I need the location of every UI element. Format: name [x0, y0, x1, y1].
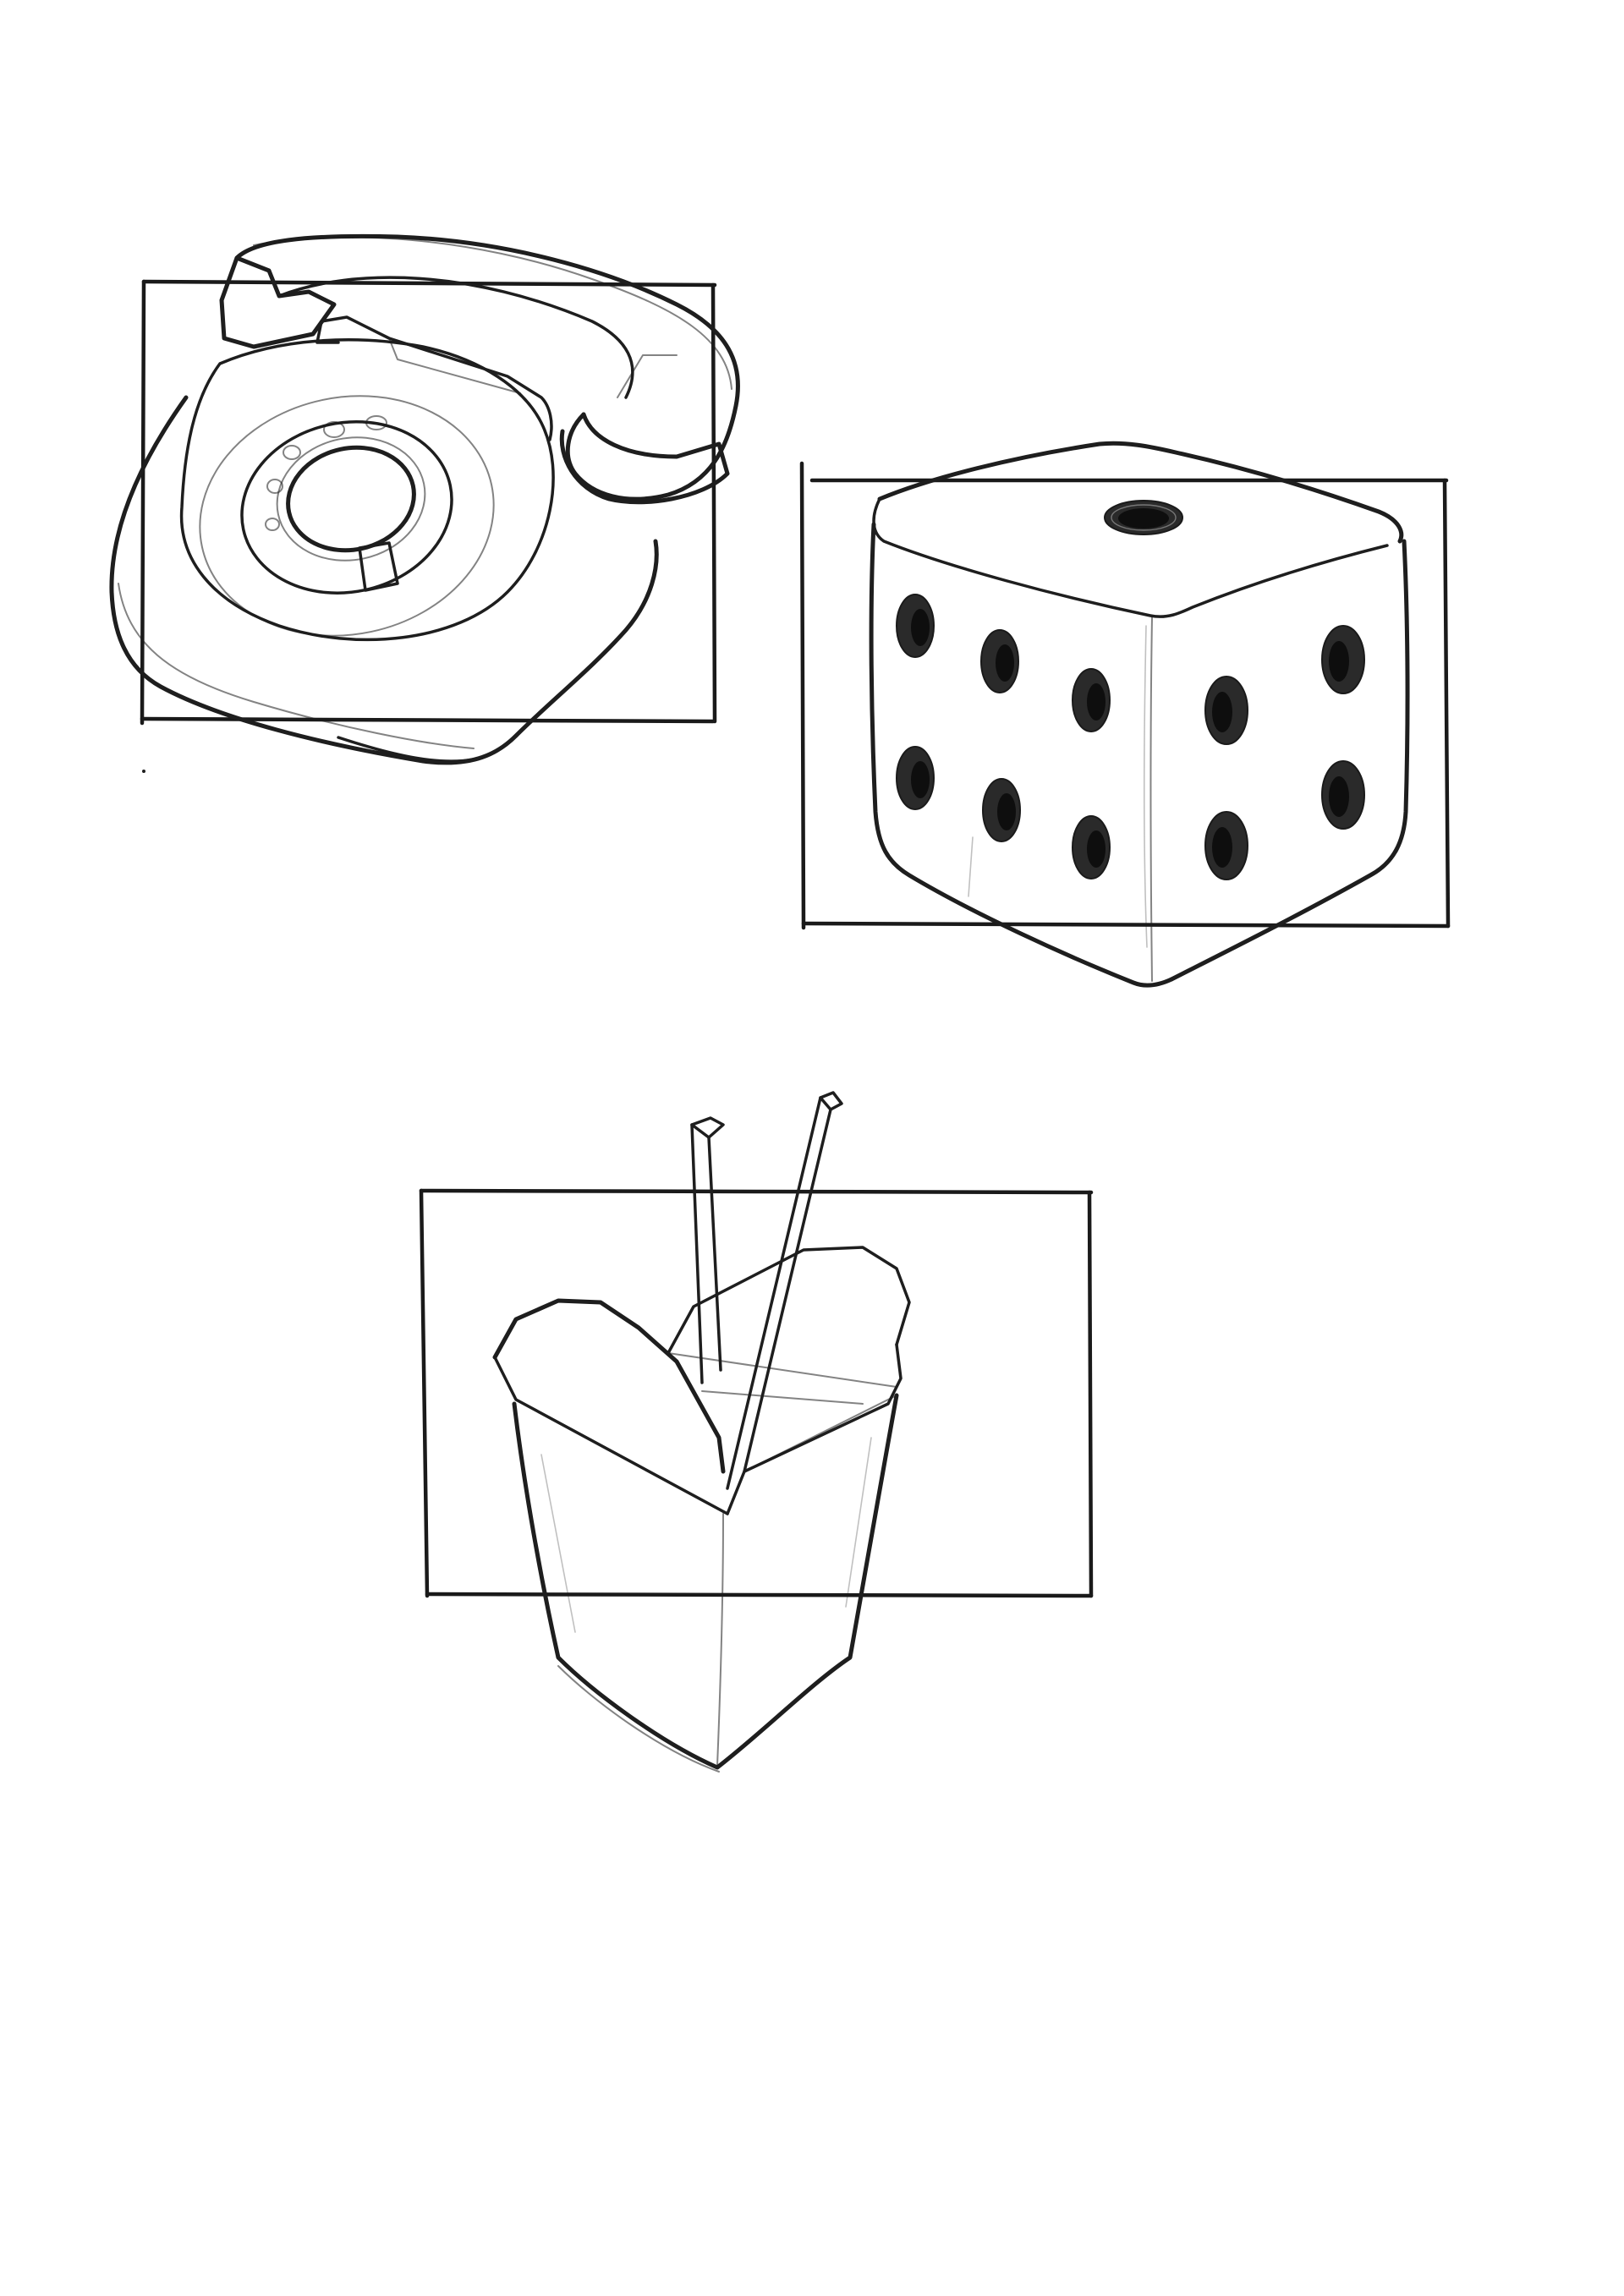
- telephone-sketch: [109, 233, 740, 773]
- takeout-right-flap: [726, 1343, 903, 1515]
- rotary-dial: [199, 395, 495, 637]
- telephone-base: [109, 395, 659, 765]
- takeout-frame: [419, 1188, 1094, 1598]
- takeout-left-flap: [492, 1298, 726, 1474]
- takeout-back-flap: [667, 1246, 911, 1355]
- telephone-top-surface: [179, 338, 555, 642]
- dice-right-face: [1169, 539, 1410, 982]
- dice-left-face: [869, 522, 1174, 988]
- dice-pips-right-face: [1204, 625, 1365, 880]
- telephone-cradle: [320, 315, 553, 441]
- takeout-box-sketch: [419, 1091, 1094, 1773]
- dice-frame: [799, 461, 1451, 930]
- dice-pip-top: [1104, 500, 1183, 535]
- takeout-body: [512, 1393, 899, 1770]
- dice-top-face: [877, 441, 1404, 544]
- dice-pips-left-face: [896, 594, 1111, 879]
- chopsticks: [690, 1091, 843, 1490]
- telephone-handset: [219, 233, 740, 505]
- dice-sketch: [799, 441, 1451, 988]
